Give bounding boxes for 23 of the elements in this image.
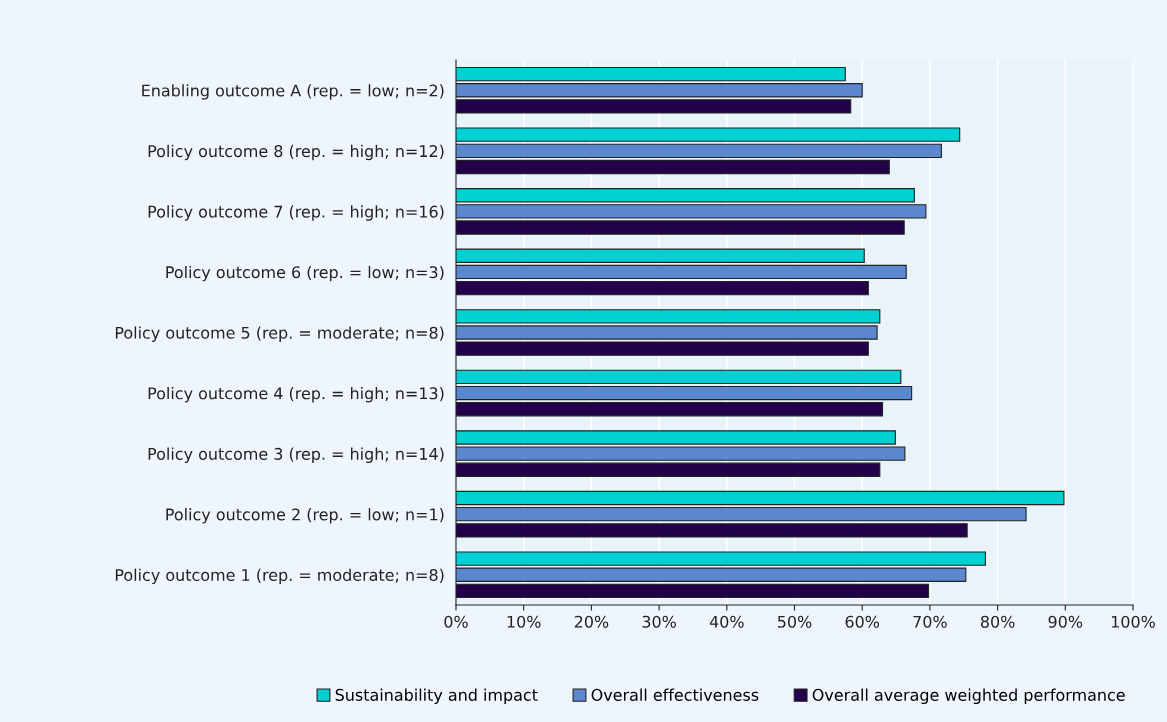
x-tick-label: 60% [845,615,880,628]
x-tick-label: 80% [980,615,1015,628]
y-tick-label: Policy outcome 3 (rep. = high; n=14) [148,447,444,463]
x-tick-label: 100% [1111,615,1155,628]
x-tick-label: 40% [709,615,744,628]
x-tick-label: 0% [444,615,468,628]
y-tick-label: Policy outcome 6 (rep. = low; n=3) [166,265,444,282]
y-tick-label: Policy outcome 4 (rep. = high; n=13) [148,386,444,403]
legend-label: Overall average weighted performance [812,688,1125,705]
x-tick-label: 50% [777,615,812,628]
x-tick-label: 10% [507,615,541,628]
y-tick-label: Policy outcome 7 (rep. = high; n=16) [148,205,444,221]
x-tick-label: 90% [1048,615,1083,628]
x-tick-label: 20% [574,615,609,628]
y-tick-label: Policy outcome 5 (rep. = moderate; n=8) [115,326,444,342]
x-tick-label: 70% [913,615,947,628]
y-tick-label: Policy outcome 8 (rep. = high; n=12) [148,144,444,161]
y-tick-label: Policy outcome 1 (rep. = moderate; n=8) [115,568,444,585]
y-tick-label: Enabling outcome A (rep. = low; n=2) [142,84,444,100]
legend-label: Sustainability and impact [335,688,538,705]
x-tick-label: 30% [642,615,676,628]
legend-label: Overall effectiveness [591,688,759,701]
y-tick-label: Policy outcome 2 (rep. = low; n=1) [166,508,444,524]
